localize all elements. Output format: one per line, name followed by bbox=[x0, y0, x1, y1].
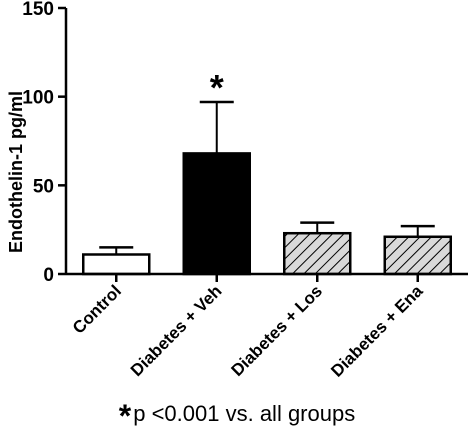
y-tick-label: 50 bbox=[33, 176, 54, 197]
y-tick-label: 100 bbox=[22, 88, 54, 109]
bar bbox=[383, 235, 452, 276]
y-axis-title: Endothelin-1 pg/ml bbox=[6, 91, 26, 253]
x-tick-label: Control bbox=[69, 281, 125, 337]
bar bbox=[82, 253, 151, 276]
footnote-symbol: * bbox=[118, 398, 132, 434]
footnote-text: p <0.001 vs. all groups bbox=[133, 401, 356, 426]
footnote: *p <0.001 vs. all groups bbox=[0, 398, 474, 435]
y-tick-label: 0 bbox=[43, 265, 54, 286]
bar bbox=[182, 152, 251, 276]
y-tick-label: 150 bbox=[22, 0, 54, 20]
significance-mark: * bbox=[210, 67, 224, 108]
x-tick-label: Diabetes + Ena bbox=[327, 281, 427, 381]
bar bbox=[283, 231, 352, 276]
x-tick-label: Diabetes + Veh bbox=[127, 281, 226, 380]
x-tick-label: Diabetes + Los bbox=[227, 281, 326, 380]
